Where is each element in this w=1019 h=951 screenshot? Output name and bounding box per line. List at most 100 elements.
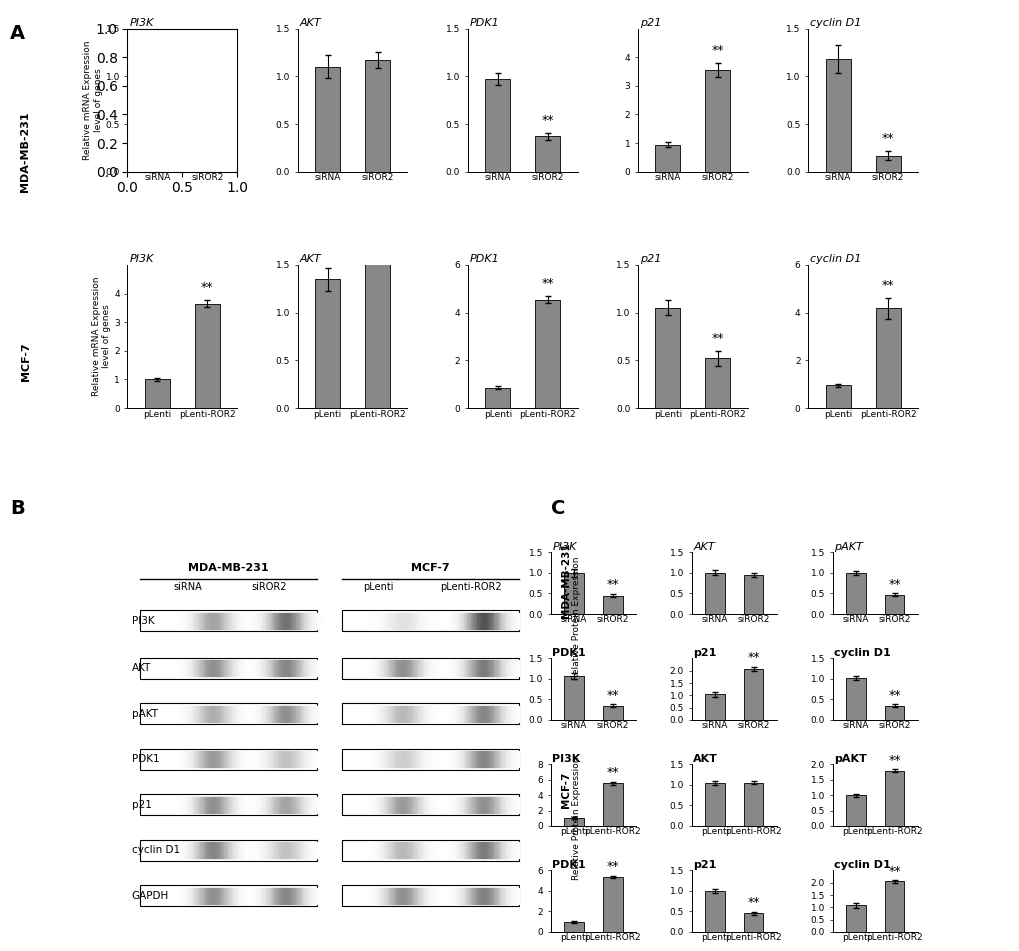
Bar [492,751,494,767]
Bar [373,660,375,676]
Bar [263,751,265,767]
Bar [506,751,510,767]
Bar [506,843,510,859]
Bar [499,660,502,676]
Bar [256,843,258,859]
Bar [417,751,419,767]
Bar [490,843,492,859]
Text: cyclin D1: cyclin D1 [834,860,891,869]
Bar [196,706,198,722]
Bar [517,660,519,676]
Bar [499,797,502,813]
Bar [365,60,389,172]
Bar [453,888,455,903]
Bar [234,751,236,767]
Bar [405,612,407,629]
Bar [226,706,229,722]
Bar [743,669,763,720]
Bar [451,843,453,859]
Bar [407,706,409,722]
Bar [196,660,198,676]
Bar [417,612,419,629]
Bar [431,888,433,903]
Bar [417,797,419,813]
Bar [433,706,436,722]
Bar [277,706,280,722]
Bar [212,797,215,813]
Bar [212,660,215,676]
Bar [389,612,392,629]
Bar [254,660,256,676]
Bar [314,660,316,676]
Bar [265,797,268,813]
Bar [448,612,451,629]
Text: Relative Protein Expression: Relative Protein Expression [572,756,580,880]
Bar [215,660,217,676]
Bar [246,660,249,676]
Bar [229,797,231,813]
Bar [448,706,451,722]
Bar [514,706,517,722]
Bar [187,612,191,629]
Bar [399,612,401,629]
Bar [514,660,517,676]
Bar [297,843,300,859]
Bar [244,797,246,813]
Bar [207,751,210,767]
Bar [378,706,380,722]
Bar [436,888,438,903]
Bar [234,660,236,676]
Bar [244,888,246,903]
Y-axis label: Relative mRNA Expression
level of genes: Relative mRNA Expression level of genes [92,277,111,397]
Bar [261,797,263,813]
Bar [287,706,289,722]
Bar [282,660,284,676]
Bar [292,888,294,903]
Bar [704,891,723,932]
Bar [512,660,514,676]
Bar [510,843,512,859]
Bar [200,612,203,629]
Bar [455,888,459,903]
Bar [180,660,183,676]
Bar [535,300,559,408]
Bar [412,797,414,813]
Bar [466,660,468,676]
Bar [261,888,263,903]
Bar [176,797,178,813]
Bar [375,660,378,676]
Bar [428,888,431,903]
Bar [453,660,455,676]
Bar [244,706,246,722]
Bar [401,751,405,767]
Bar [366,797,368,813]
Bar [743,783,763,826]
Bar [307,888,309,903]
Bar [373,888,375,903]
Bar [368,751,370,767]
Bar [370,706,373,722]
Bar [382,660,385,676]
Bar [268,843,270,859]
Bar [436,660,438,676]
Bar [397,751,399,767]
Bar [242,706,244,722]
Text: siRNA: siRNA [173,582,203,592]
Bar [304,888,307,903]
Bar [655,145,680,172]
Bar [284,797,287,813]
Bar [185,797,187,813]
Bar [483,888,485,903]
Bar [236,751,238,767]
Bar [183,888,185,903]
Bar [497,660,499,676]
Bar [375,751,378,767]
Bar [464,660,466,676]
Bar [222,660,224,676]
Bar [602,877,622,932]
Y-axis label: Relative mRNA Expression
level of genes: Relative mRNA Expression level of genes [84,40,103,160]
Bar [426,751,428,767]
Bar [258,612,261,629]
Bar [205,660,207,676]
Bar [277,751,280,767]
